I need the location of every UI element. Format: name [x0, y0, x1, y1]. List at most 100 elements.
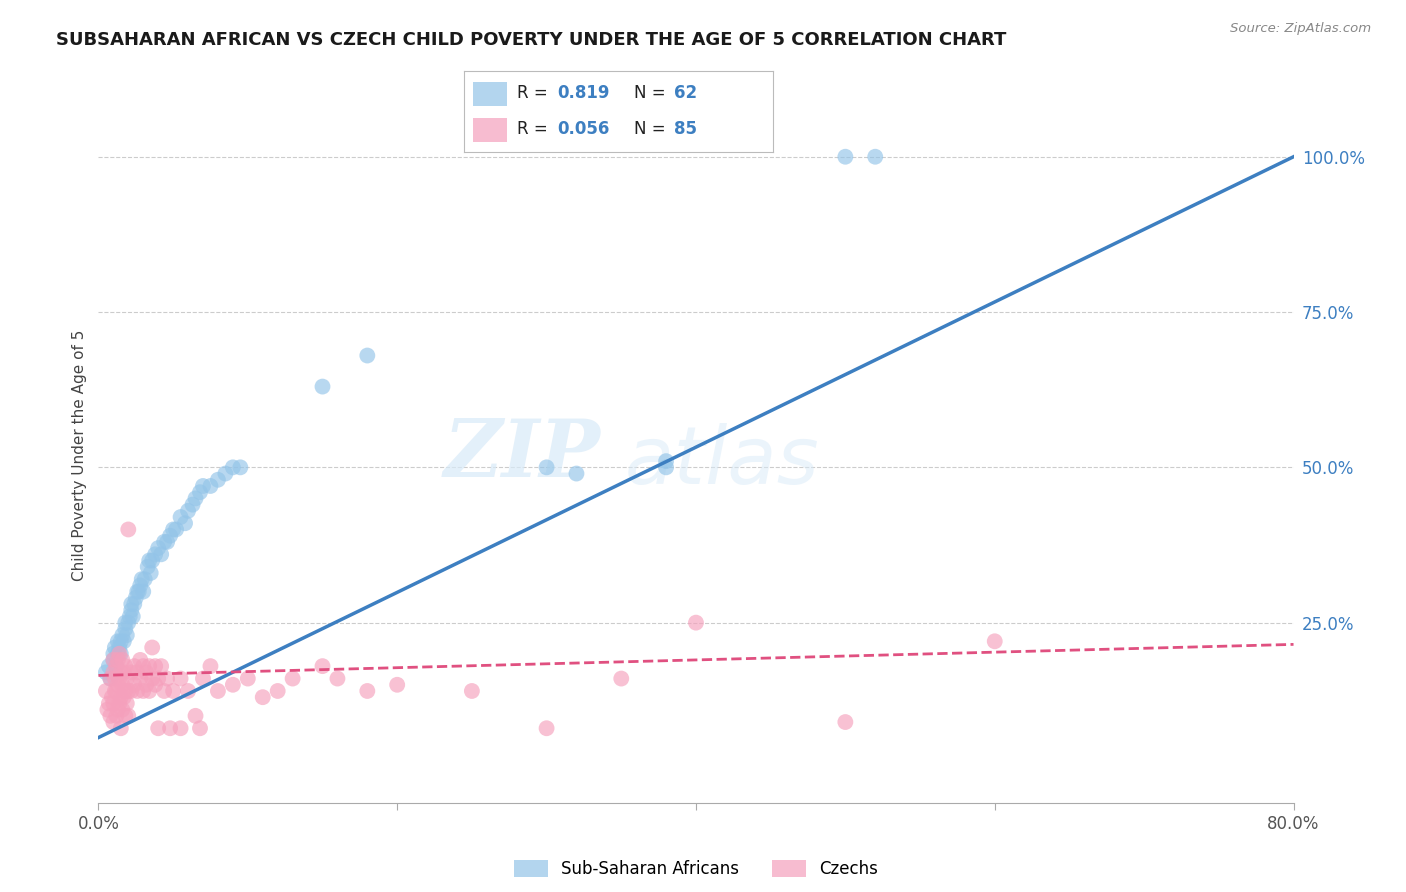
Point: [150, 547, 173, 561]
Point: [141, 640, 163, 655]
Point: [110, 690, 132, 705]
Point: [103, 697, 125, 711]
Point: [98, 672, 122, 686]
Point: [103, 665, 125, 680]
Point: [120, 684, 142, 698]
Point: [655, 460, 678, 475]
Text: Source: ZipAtlas.com: Source: ZipAtlas.com: [1230, 22, 1371, 36]
Point: [104, 640, 127, 655]
Point: [98, 708, 122, 723]
Bar: [474, 82, 508, 106]
Point: [159, 721, 181, 735]
Point: [117, 615, 139, 630]
Point: [127, 684, 149, 698]
Point: [111, 678, 134, 692]
Point: [110, 665, 132, 680]
Point: [107, 703, 129, 717]
Point: [132, 684, 155, 698]
Point: [131, 572, 153, 586]
Point: [138, 684, 160, 698]
Point: [110, 634, 132, 648]
Point: [685, 615, 707, 630]
Point: [326, 672, 349, 686]
Point: [125, 591, 148, 605]
Point: [105, 659, 128, 673]
Point: [112, 634, 135, 648]
Point: [156, 672, 179, 686]
Point: [214, 467, 236, 481]
Point: [111, 628, 134, 642]
Point: [118, 609, 141, 624]
Point: [148, 541, 170, 555]
Point: [169, 721, 191, 735]
Point: [385, 678, 409, 692]
Point: [129, 578, 152, 592]
Point: [115, 697, 138, 711]
Text: N =: N =: [634, 120, 671, 138]
Point: [107, 653, 129, 667]
Text: atlas: atlas: [624, 423, 820, 501]
Point: [114, 622, 136, 636]
Point: [115, 672, 138, 686]
Point: [610, 672, 633, 686]
Point: [105, 684, 128, 698]
Point: [120, 603, 142, 617]
Point: [184, 708, 207, 723]
Point: [311, 379, 333, 393]
Point: [865, 150, 887, 164]
Point: [117, 708, 139, 723]
Point: [104, 672, 127, 686]
Point: [138, 659, 160, 673]
Point: [141, 672, 163, 686]
Point: [834, 150, 856, 164]
Point: [96, 703, 118, 717]
Point: [127, 665, 149, 680]
Text: N =: N =: [634, 84, 671, 102]
Point: [120, 597, 142, 611]
Text: 0.819: 0.819: [557, 84, 609, 102]
Point: [127, 584, 149, 599]
Point: [983, 634, 1005, 648]
Point: [139, 566, 162, 580]
Point: [184, 491, 207, 506]
Point: [107, 634, 129, 648]
Point: [114, 708, 136, 723]
Point: [207, 473, 229, 487]
Text: ZIP: ZIP: [443, 417, 600, 493]
Point: [134, 572, 156, 586]
Point: [138, 553, 160, 567]
Point: [177, 504, 200, 518]
Text: R =: R =: [516, 84, 553, 102]
Point: [108, 647, 131, 661]
Point: [132, 659, 155, 673]
Point: [159, 529, 181, 543]
Y-axis label: Child Poverty Under the Age of 5: Child Poverty Under the Age of 5: [72, 329, 87, 581]
Point: [97, 659, 120, 673]
Point: [103, 647, 125, 661]
Point: [107, 678, 129, 692]
Point: [105, 659, 128, 673]
Point: [98, 672, 122, 686]
Point: [267, 684, 290, 698]
Point: [104, 684, 127, 698]
Point: [132, 584, 155, 599]
Point: [94, 684, 117, 698]
Point: [114, 684, 136, 698]
Text: 0.056: 0.056: [557, 120, 609, 138]
Point: [128, 584, 150, 599]
Point: [536, 460, 558, 475]
Point: [188, 485, 211, 500]
Point: [143, 547, 166, 561]
Point: [120, 665, 142, 680]
Point: [108, 640, 131, 655]
Point: [143, 678, 166, 692]
Point: [655, 454, 678, 468]
Point: [177, 684, 200, 698]
Point: [188, 721, 211, 735]
Point: [207, 684, 229, 698]
Point: [111, 703, 134, 717]
Point: [200, 659, 222, 673]
Point: [162, 523, 184, 537]
Point: [124, 659, 146, 673]
Point: [112, 690, 135, 705]
